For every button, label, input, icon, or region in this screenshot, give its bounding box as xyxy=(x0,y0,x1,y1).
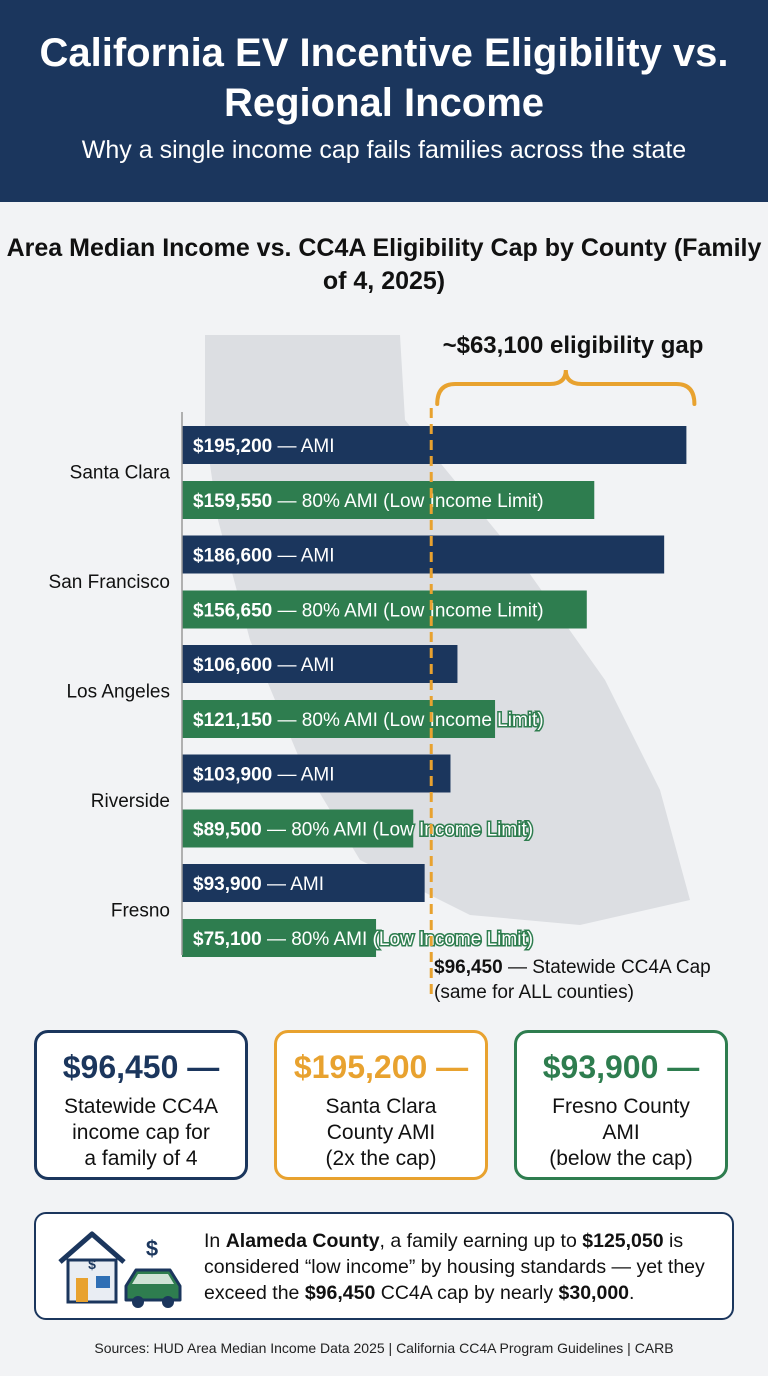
bar-data-label: $195,200 — AMI xyxy=(193,436,335,457)
gap-label: ~$63,100 eligibility gap xyxy=(443,332,704,359)
stat-box-cap: $96,450 — Statewide CC4A income cap for a … xyxy=(34,1030,248,1180)
house-icon: $ xyxy=(58,1231,126,1304)
bar-low-income-limit xyxy=(182,590,587,629)
stat-value: $93,900 — xyxy=(542,1049,700,1085)
car-icon: $ xyxy=(124,1236,182,1308)
callout-text: In Alameda County, a family earning up t… xyxy=(204,1230,705,1304)
bar-data-label: $89,500 — 80% AMI (Low Income Limit) xyxy=(193,820,533,841)
bar-ami xyxy=(182,535,665,574)
stat-value: $96,450 — xyxy=(62,1049,220,1085)
category-label: Los Angeles xyxy=(66,682,170,703)
page-title: California EV Incentive Eligibility vs. … xyxy=(39,31,729,125)
bar-low-income-limit xyxy=(182,809,414,848)
sources-footer: Sources: HUD Area Median Income Data 202… xyxy=(94,1340,674,1356)
bar-low-income-limit xyxy=(182,700,496,738)
bar-low-income-limit xyxy=(182,919,377,957)
bar-ami xyxy=(182,645,458,683)
bar-low-income-limit xyxy=(182,481,595,519)
cap-reference-label: $96,450 — Statewide CC4A Cap xyxy=(434,957,711,978)
bar-data-label: $121,150 — 80% AMI (Low Income Limit) xyxy=(193,710,544,731)
category-label: Riverside xyxy=(91,791,170,812)
stat-box-santa-clara: $195,200 — Santa Clara County AMI (2x the … xyxy=(274,1030,488,1180)
bar-data-label: $93,900 — AMI xyxy=(193,874,324,895)
cap-reference-label-line2: (same for ALL counties) xyxy=(434,982,634,1003)
header-banner: California EV Incentive Eligibility vs. … xyxy=(0,0,768,202)
svg-text:$: $ xyxy=(146,1236,158,1261)
category-label: Santa Clara xyxy=(70,463,171,484)
stat-description: Fresno County AMI (below the cap) xyxy=(549,1095,693,1170)
bar-ami xyxy=(182,754,451,793)
bar-ami xyxy=(182,864,425,902)
bar-data-label: $75,100 — 80% AMI (Low Income Limit) xyxy=(193,929,533,950)
bar-data-label: $186,600 — AMI xyxy=(193,546,335,567)
alameda-callout: $ $ In Alameda County, a family earning … xyxy=(34,1212,734,1320)
chart-title: Area Median Income vs. CC4A Eligibility … xyxy=(6,234,762,295)
income-bar-chart: Santa Clara $195,200 — AMI $159,550 — 80% … xyxy=(49,332,711,1003)
page-subtitle: Why a single income cap fails families a… xyxy=(81,136,687,164)
svg-text:$: $ xyxy=(88,1256,96,1272)
bar-data-label: $106,600 — AMI xyxy=(193,655,335,676)
bar-data-label: $103,900 — AMI xyxy=(193,765,335,786)
bar-data-label: $159,550 — 80% AMI (Low Income Limit) xyxy=(193,491,544,512)
stat-box-fresno: $93,900 — Fresno County AMI (below the cap… xyxy=(514,1030,728,1180)
stat-value: $195,200 — xyxy=(293,1049,469,1085)
stat-description: Statewide CC4A income cap for a family of … xyxy=(63,1095,219,1170)
stat-description: Santa Clara County AMI (2x the cap) xyxy=(325,1095,437,1170)
gap-brace xyxy=(435,369,697,406)
bar-data-label: $156,650 — 80% AMI (Low Income Limit) xyxy=(193,601,544,622)
house-car-icon: $ $ xyxy=(58,1231,182,1308)
category-label: San Francisco xyxy=(49,572,170,593)
bar-ami xyxy=(182,426,687,464)
category-label: Fresno xyxy=(111,901,170,922)
